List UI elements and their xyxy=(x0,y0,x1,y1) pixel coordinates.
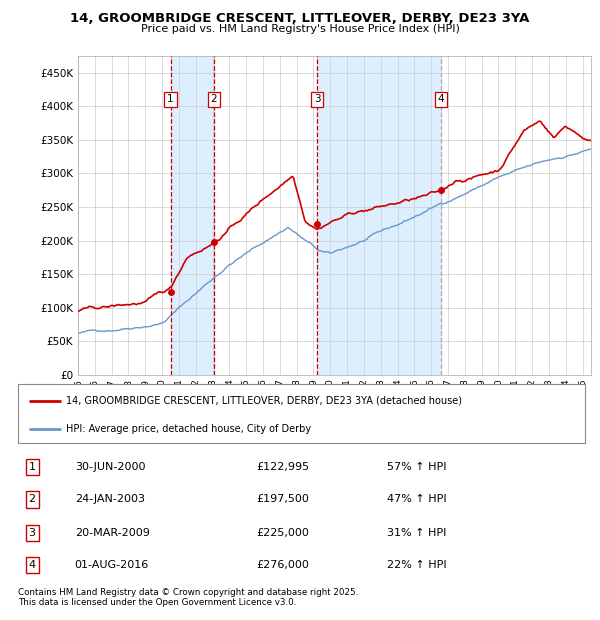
Text: 22% ↑ HPI: 22% ↑ HPI xyxy=(386,560,446,570)
Text: £225,000: £225,000 xyxy=(256,528,309,538)
Text: Price paid vs. HM Land Registry's House Price Index (HPI): Price paid vs. HM Land Registry's House … xyxy=(140,24,460,34)
Text: Contains HM Land Registry data © Crown copyright and database right 2025.
This d: Contains HM Land Registry data © Crown c… xyxy=(18,588,358,607)
Text: 01-AUG-2016: 01-AUG-2016 xyxy=(75,560,149,570)
Text: 14, GROOMBRIDGE CRESCENT, LITTLEOVER, DERBY, DE23 3YA (detached house): 14, GROOMBRIDGE CRESCENT, LITTLEOVER, DE… xyxy=(66,396,462,406)
Text: 30-JUN-2000: 30-JUN-2000 xyxy=(75,463,145,472)
Text: HPI: Average price, detached house, City of Derby: HPI: Average price, detached house, City… xyxy=(66,423,311,433)
Text: £122,995: £122,995 xyxy=(256,463,309,472)
FancyBboxPatch shape xyxy=(18,384,585,443)
Text: 24-JAN-2003: 24-JAN-2003 xyxy=(75,494,145,505)
Text: 2: 2 xyxy=(211,94,217,105)
Bar xyxy=(317,56,441,375)
Text: 20-MAR-2009: 20-MAR-2009 xyxy=(75,528,149,538)
Text: 1: 1 xyxy=(167,94,174,105)
Text: 2: 2 xyxy=(29,494,36,505)
Text: £197,500: £197,500 xyxy=(256,494,309,505)
Text: 1: 1 xyxy=(29,463,35,472)
Bar xyxy=(170,56,214,375)
Text: 31% ↑ HPI: 31% ↑ HPI xyxy=(386,528,446,538)
Text: 3: 3 xyxy=(314,94,320,105)
Text: 14, GROOMBRIDGE CRESCENT, LITTLEOVER, DERBY, DE23 3YA: 14, GROOMBRIDGE CRESCENT, LITTLEOVER, DE… xyxy=(70,12,530,25)
Text: 4: 4 xyxy=(29,560,36,570)
Text: 47% ↑ HPI: 47% ↑ HPI xyxy=(386,494,446,505)
Text: £276,000: £276,000 xyxy=(256,560,309,570)
Text: 4: 4 xyxy=(438,94,445,105)
Text: 3: 3 xyxy=(29,528,35,538)
Text: 57% ↑ HPI: 57% ↑ HPI xyxy=(386,463,446,472)
